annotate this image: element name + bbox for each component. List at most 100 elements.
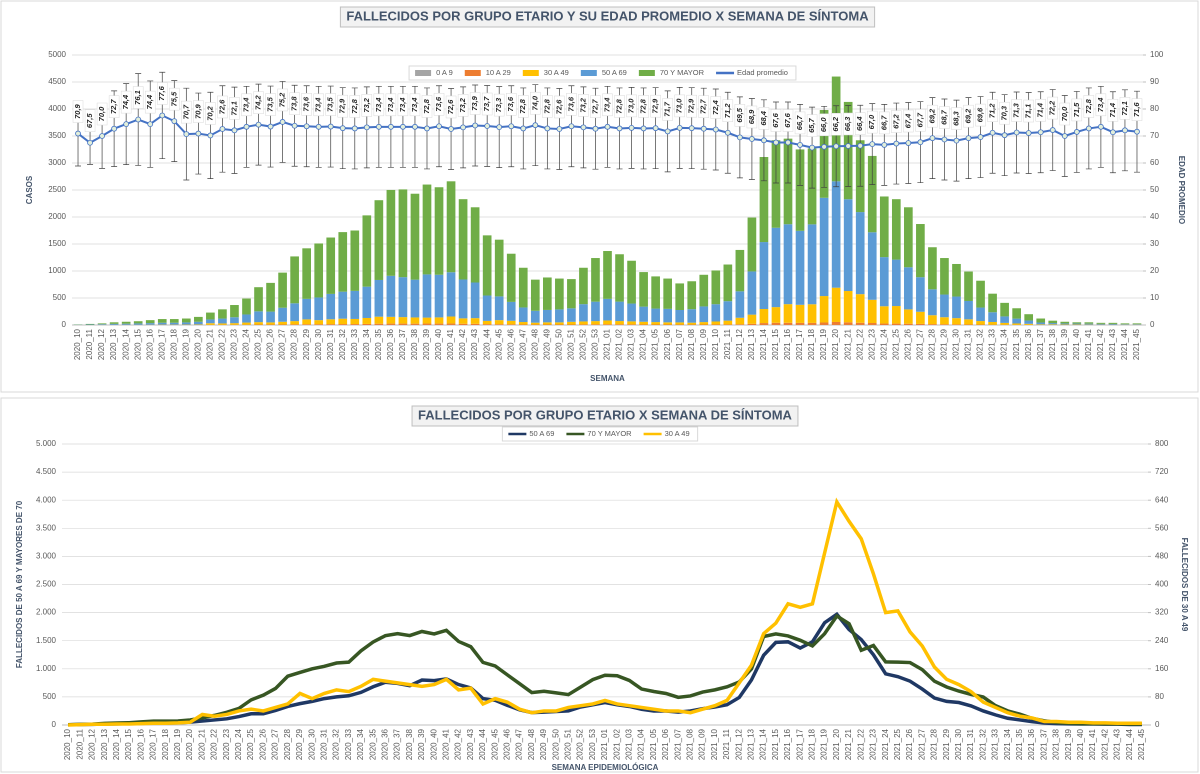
- data-label: 73,5: [266, 96, 275, 111]
- bar-segment: [121, 323, 131, 325]
- bar-segment: [928, 289, 937, 316]
- bar-segment: [867, 232, 877, 300]
- bar-segment: [615, 301, 624, 322]
- x-tick-label: 2020_35: [374, 328, 383, 360]
- bar-segment: [735, 317, 745, 325]
- x-tick-label: 2021_30: [954, 728, 963, 760]
- bar-segment: [290, 256, 299, 304]
- bar-segment: [952, 318, 961, 325]
- label-box: [686, 94, 697, 118]
- x-tick-label: 2020_20: [185, 728, 194, 760]
- y-tick-label: 4.000: [36, 495, 57, 504]
- label-box: [758, 107, 770, 130]
- bar-segment: [218, 323, 227, 325]
- x-tick-label: 2021_26: [905, 728, 914, 760]
- x-tick-label: 2021_02: [615, 328, 624, 360]
- marker: [291, 122, 298, 129]
- bar-segment: [181, 318, 191, 323]
- bar-segment: [759, 309, 769, 324]
- label-box: [1071, 98, 1083, 122]
- bar-segment: [386, 323, 396, 325]
- bar-segment: [759, 242, 769, 310]
- label-box: [325, 93, 336, 116]
- x-tick-label: 2021_21: [844, 728, 853, 760]
- bar-segment: [157, 322, 167, 325]
- label-box: [518, 95, 529, 118]
- bar-segment: [879, 257, 889, 307]
- x-tick-label: 2020_23: [222, 728, 231, 760]
- data-label: 66,2: [831, 116, 840, 131]
- label-box: [1023, 99, 1034, 123]
- bar-segment: [1024, 314, 1034, 321]
- label-box: [132, 86, 144, 109]
- x-tick-label: 2021_07: [673, 728, 682, 760]
- x-tick-label: 2020_32: [338, 328, 347, 360]
- label-box: [806, 114, 818, 137]
- y-tick-label: 2500: [48, 185, 66, 194]
- legend-label: Edad promedio: [737, 68, 788, 77]
- legend-swatch: [522, 70, 539, 76]
- bar-segment: [555, 322, 564, 325]
- y2-tick-label: 100: [1150, 50, 1164, 59]
- x-tick-label: 2020_48: [530, 328, 539, 360]
- data-label: 71,2: [988, 103, 997, 118]
- x-tick-label: 2021_27: [917, 728, 926, 760]
- bar-segment: [976, 280, 985, 308]
- x-tick-label: 2020_51: [564, 728, 573, 760]
- label-box: [951, 107, 962, 130]
- bar-segment: [194, 321, 203, 325]
- data-label: 72,9: [651, 98, 660, 113]
- marker: [255, 121, 262, 128]
- marker: [135, 116, 142, 123]
- x-tick-label: 2021_04: [637, 728, 646, 760]
- bar-segment: [855, 322, 865, 325]
- bar-segment: [879, 196, 889, 258]
- data-label: 72,4: [711, 99, 720, 114]
- bar-segment: [109, 322, 119, 324]
- data-label: 74,4: [121, 94, 130, 109]
- bar-segment: [1000, 316, 1009, 323]
- x-tick-label: 2021_10: [711, 328, 720, 360]
- bar-segment: [579, 304, 588, 322]
- bar-segment: [783, 322, 793, 325]
- data-label: 72,9: [338, 98, 347, 113]
- x-tick-label: 2021_37: [1036, 328, 1045, 360]
- marker: [797, 142, 803, 148]
- y-tick-label: 500: [53, 293, 67, 302]
- y-tick-label: 2.500: [36, 580, 57, 589]
- bar-segment: [434, 323, 444, 325]
- bar-segment: [1024, 320, 1034, 324]
- x-tick-label: 2021_38: [1048, 328, 1057, 360]
- x-tick-label: 2021_21: [843, 328, 852, 360]
- bar-segment: [458, 199, 468, 280]
- x-tick-label: 2021_31: [966, 728, 975, 760]
- label-box: [96, 102, 108, 126]
- x-tick-label: 2020_53: [591, 328, 600, 360]
- label-box: [1035, 98, 1046, 122]
- bar-segment: [446, 181, 456, 273]
- bar-segment: [470, 207, 480, 283]
- label-box: [987, 99, 998, 123]
- bar-segment: [627, 324, 636, 325]
- bar-segment: [302, 248, 311, 299]
- data-label: 70,2: [205, 105, 214, 120]
- marker: [592, 125, 599, 132]
- bar-segment: [819, 322, 829, 325]
- label-box: [169, 87, 180, 111]
- bar-segment: [434, 187, 444, 275]
- x-tick-label: 2021_14: [759, 728, 768, 760]
- bar-segment: [699, 306, 709, 323]
- x-tick-label: 2020_13: [109, 328, 118, 360]
- label-box: [1119, 97, 1131, 120]
- bar-segment: [1012, 323, 1021, 325]
- bar-segment: [771, 322, 781, 325]
- bar-segment: [242, 314, 251, 323]
- marker: [243, 123, 250, 130]
- bar-segment: [446, 272, 456, 317]
- y2-axis-title: EDAD PROMEDIO: [1177, 156, 1186, 224]
- bar-segment: [711, 324, 721, 325]
- legend-label: 30 A 49: [544, 68, 569, 77]
- bar-segment: [1024, 323, 1034, 325]
- data-label: 76,1: [133, 90, 142, 105]
- x-tick-label: 2021_23: [869, 728, 878, 760]
